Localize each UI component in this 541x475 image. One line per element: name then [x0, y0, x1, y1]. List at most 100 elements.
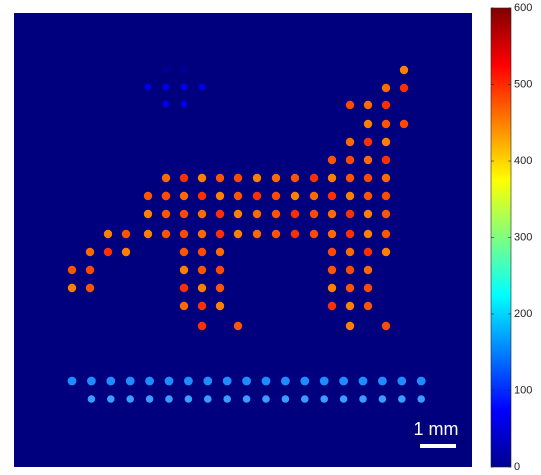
dot	[328, 230, 336, 238]
dot	[180, 192, 188, 200]
dot	[382, 101, 390, 109]
dot	[320, 395, 328, 403]
dot	[310, 192, 318, 200]
dot	[253, 210, 261, 218]
dot	[234, 230, 242, 238]
dot	[234, 174, 242, 182]
dot	[216, 266, 224, 274]
dot	[198, 266, 206, 274]
dot	[146, 395, 154, 403]
dot	[162, 83, 169, 90]
dot	[272, 210, 280, 218]
dot	[86, 266, 94, 274]
dot	[310, 210, 318, 218]
dot	[223, 377, 232, 386]
dot	[328, 192, 336, 200]
dot	[107, 395, 115, 403]
colorbar-tick-label: 100	[514, 384, 532, 396]
dot	[198, 302, 206, 310]
dot	[346, 322, 354, 330]
dot	[346, 302, 354, 310]
dot	[162, 230, 170, 238]
dot	[165, 395, 173, 403]
dot	[262, 377, 271, 386]
dot	[282, 395, 290, 403]
dot	[198, 83, 205, 90]
dot	[398, 395, 406, 403]
dot	[364, 156, 372, 164]
dot	[382, 210, 390, 218]
dot	[198, 192, 206, 200]
dot	[378, 377, 387, 386]
dot	[364, 210, 372, 218]
dot	[340, 395, 348, 403]
dot	[291, 174, 299, 182]
dot	[162, 192, 170, 200]
dot	[328, 174, 336, 182]
dot	[382, 156, 390, 164]
dot	[88, 395, 96, 403]
dot	[328, 248, 336, 256]
dot	[291, 192, 299, 200]
dot	[359, 395, 367, 403]
dot	[328, 156, 336, 164]
dot	[382, 230, 390, 238]
dot	[320, 377, 329, 386]
dot	[126, 377, 135, 386]
dot	[364, 284, 372, 292]
dot	[144, 210, 152, 218]
dot	[104, 230, 112, 238]
colorbar-tick-label: 400	[514, 155, 532, 167]
dot	[126, 395, 134, 403]
dot	[204, 395, 212, 403]
dot	[346, 138, 354, 146]
dot	[122, 230, 130, 238]
dot	[359, 377, 368, 386]
dot	[216, 284, 224, 292]
dot	[253, 192, 261, 200]
dot	[382, 138, 390, 146]
dot	[184, 377, 193, 386]
dot	[216, 210, 224, 218]
scale-bar-label: 1 mm	[414, 419, 459, 439]
dot	[180, 100, 187, 107]
dot	[400, 84, 408, 92]
dot	[281, 377, 290, 386]
dot	[234, 322, 242, 330]
dot	[379, 395, 387, 403]
dot	[86, 284, 94, 292]
dot	[144, 192, 152, 200]
dot	[382, 84, 390, 92]
dot	[165, 377, 174, 386]
dot	[198, 284, 206, 292]
dot	[104, 248, 112, 256]
dot	[400, 66, 408, 74]
dot	[234, 192, 242, 200]
dot	[328, 284, 336, 292]
dot	[400, 120, 408, 128]
dot	[185, 395, 193, 403]
dot	[382, 174, 390, 182]
dot	[272, 230, 280, 238]
dot	[68, 284, 76, 292]
dot	[68, 266, 76, 274]
dot	[364, 101, 372, 109]
dot	[162, 174, 170, 182]
dot	[145, 377, 154, 386]
dot	[364, 192, 372, 200]
dot	[346, 192, 354, 200]
dot	[346, 174, 354, 182]
dot	[180, 230, 188, 238]
dot	[180, 302, 188, 310]
dot	[144, 230, 152, 238]
dot	[198, 210, 206, 218]
dot	[346, 156, 354, 164]
dot	[216, 302, 224, 310]
dot	[68, 377, 77, 386]
dot	[328, 210, 336, 218]
dot	[216, 230, 224, 238]
dot	[163, 67, 169, 73]
dot	[382, 192, 390, 200]
dot	[364, 174, 372, 182]
dot	[300, 377, 309, 386]
